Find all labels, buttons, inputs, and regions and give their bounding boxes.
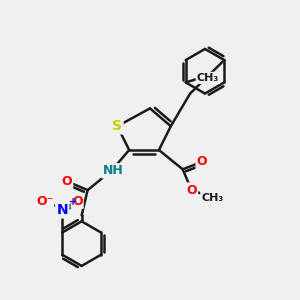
Text: O⁻: O⁻ — [36, 195, 53, 208]
Text: O: O — [61, 175, 72, 188]
Text: N: N — [56, 203, 68, 217]
Text: NH: NH — [103, 164, 123, 177]
Text: CH₃: CH₃ — [201, 193, 224, 202]
Text: +: + — [69, 197, 77, 207]
Text: O: O — [186, 184, 197, 196]
Text: O: O — [197, 155, 207, 168]
Text: O: O — [72, 195, 83, 208]
Text: CH₃: CH₃ — [197, 73, 219, 83]
Text: S: S — [112, 119, 122, 133]
